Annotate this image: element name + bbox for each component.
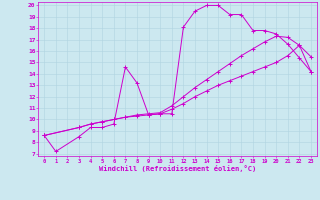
X-axis label: Windchill (Refroidissement éolien,°C): Windchill (Refroidissement éolien,°C) <box>99 165 256 172</box>
